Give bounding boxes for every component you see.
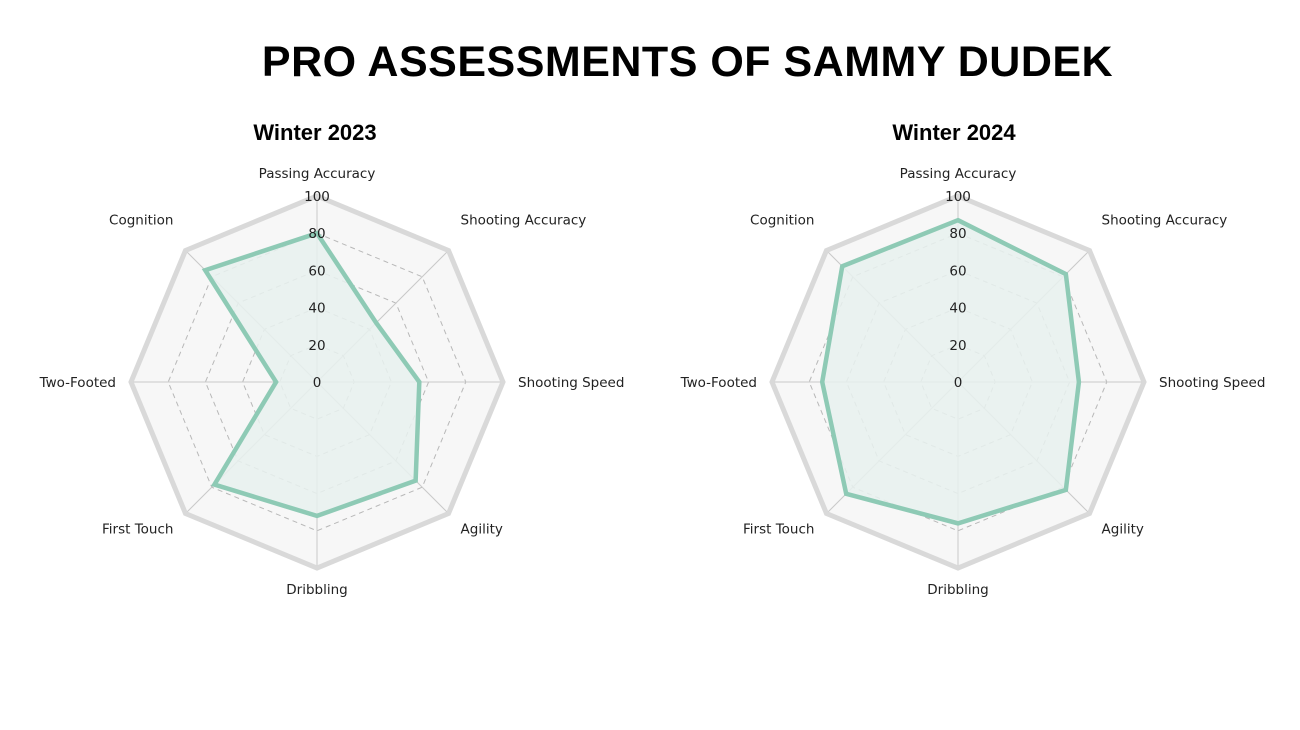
tick-label: 100 bbox=[945, 189, 971, 205]
tick-label: 40 bbox=[308, 301, 325, 317]
tick-label: 20 bbox=[949, 338, 966, 354]
axis-label-shooting-speed: Shooting Speed bbox=[1159, 375, 1265, 391]
axis-label-cognition: Cognition bbox=[109, 212, 173, 228]
grid-ring bbox=[204, 269, 430, 495]
radar-chart-0: 0 20 40 60 80 100 Passing Accuracy Shooting Acc… bbox=[39, 166, 625, 598]
axis-label-two-footed: Two-Footed bbox=[39, 375, 116, 391]
outer-ring bbox=[769, 193, 1147, 571]
tick-label: 0 bbox=[954, 375, 963, 391]
axis-label-shooting-accuracy: Shooting Accuracy bbox=[1102, 212, 1228, 228]
axis-label-passing-accuracy: Passing Accuracy bbox=[259, 166, 376, 182]
tick-label: 80 bbox=[308, 226, 325, 242]
chart-title-winter-2024: Winter 2024 bbox=[892, 120, 1016, 145]
outer-ring bbox=[128, 193, 506, 571]
axis-label-shooting-accuracy: Shooting Accuracy bbox=[461, 212, 587, 228]
tick-label: 20 bbox=[308, 338, 325, 354]
tick-label: 100 bbox=[304, 189, 330, 205]
axis-label-passing-accuracy: Passing Accuracy bbox=[900, 166, 1017, 182]
grid-ring bbox=[167, 232, 467, 532]
axis-label-dribbling: Dribbling bbox=[286, 582, 347, 598]
axis-label-first-touch: First Touch bbox=[743, 522, 814, 538]
axis-label-agility: Agility bbox=[1102, 522, 1144, 538]
tick-label: 0 bbox=[313, 375, 322, 391]
axis-label-two-footed: Two-Footed bbox=[680, 375, 757, 391]
axis-label-shooting-speed: Shooting Speed bbox=[518, 375, 624, 391]
data-series-polygon bbox=[201, 230, 422, 519]
tick-label: 40 bbox=[949, 301, 966, 317]
data-series-polygon bbox=[819, 217, 1082, 526]
axis-label-agility: Agility bbox=[461, 522, 503, 538]
tick-label: 60 bbox=[949, 263, 966, 279]
axis-label-cognition: Cognition bbox=[750, 212, 814, 228]
tick-label: 60 bbox=[308, 263, 325, 279]
axis-label-first-touch: First Touch bbox=[102, 522, 173, 538]
chart-title-winter-2023: Winter 2023 bbox=[253, 120, 377, 145]
tick-label: 80 bbox=[949, 226, 966, 242]
page-title: PRO ASSESSMENTS OF SAMMY DUDEK bbox=[261, 38, 1114, 86]
radar-chart-1: 0 20 40 60 80 100 Passing Accuracy Shooting Acc… bbox=[680, 166, 1266, 598]
axis-label-dribbling: Dribbling bbox=[927, 582, 988, 598]
